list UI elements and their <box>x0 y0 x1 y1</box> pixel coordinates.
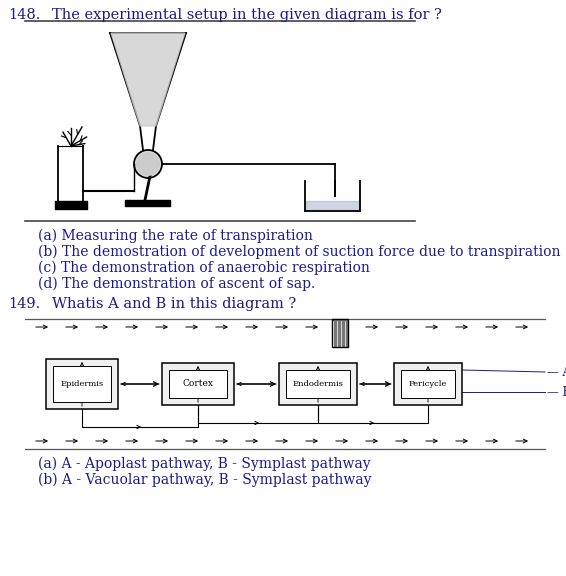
Text: Endodermis: Endodermis <box>293 380 344 388</box>
Bar <box>332 319 348 347</box>
Bar <box>286 370 350 398</box>
Text: (a) A - Apoplast pathway, B - Symplast pathway: (a) A - Apoplast pathway, B - Symplast p… <box>38 457 371 471</box>
Text: Whatis A and B in this diagram ?: Whatis A and B in this diagram ? <box>52 297 296 311</box>
Ellipse shape <box>134 150 162 178</box>
Bar <box>394 363 462 405</box>
Bar <box>162 363 234 405</box>
Text: Epidermis: Epidermis <box>61 380 104 388</box>
Text: (c) The demonstration of anaerobic respiration: (c) The demonstration of anaerobic respi… <box>38 261 370 275</box>
Text: — B: — B <box>547 385 566 399</box>
Text: — A: — A <box>547 366 566 378</box>
Bar <box>279 363 357 405</box>
Ellipse shape <box>136 152 160 176</box>
Text: (d) The demonstration of ascent of sap.: (d) The demonstration of ascent of sap. <box>38 277 315 291</box>
Polygon shape <box>111 33 185 126</box>
Bar <box>46 359 118 409</box>
Text: Pericycle: Pericycle <box>409 380 447 388</box>
Bar <box>53 366 111 402</box>
Text: The experimental setup in the given diagram is for ?: The experimental setup in the given diag… <box>52 8 442 22</box>
Bar <box>169 370 227 398</box>
Bar <box>401 370 455 398</box>
Text: 148.: 148. <box>8 8 40 22</box>
Text: (a) Measuring the rate of transpiration: (a) Measuring the rate of transpiration <box>38 229 313 244</box>
Text: 149.: 149. <box>8 297 40 311</box>
Text: Cortex: Cortex <box>182 380 213 388</box>
Text: (b) The demostration of development of suction force due to transpiration: (b) The demostration of development of s… <box>38 245 560 259</box>
Text: (b) A - Vacuolar pathway, B - Symplast pathway: (b) A - Vacuolar pathway, B - Symplast p… <box>38 473 371 487</box>
